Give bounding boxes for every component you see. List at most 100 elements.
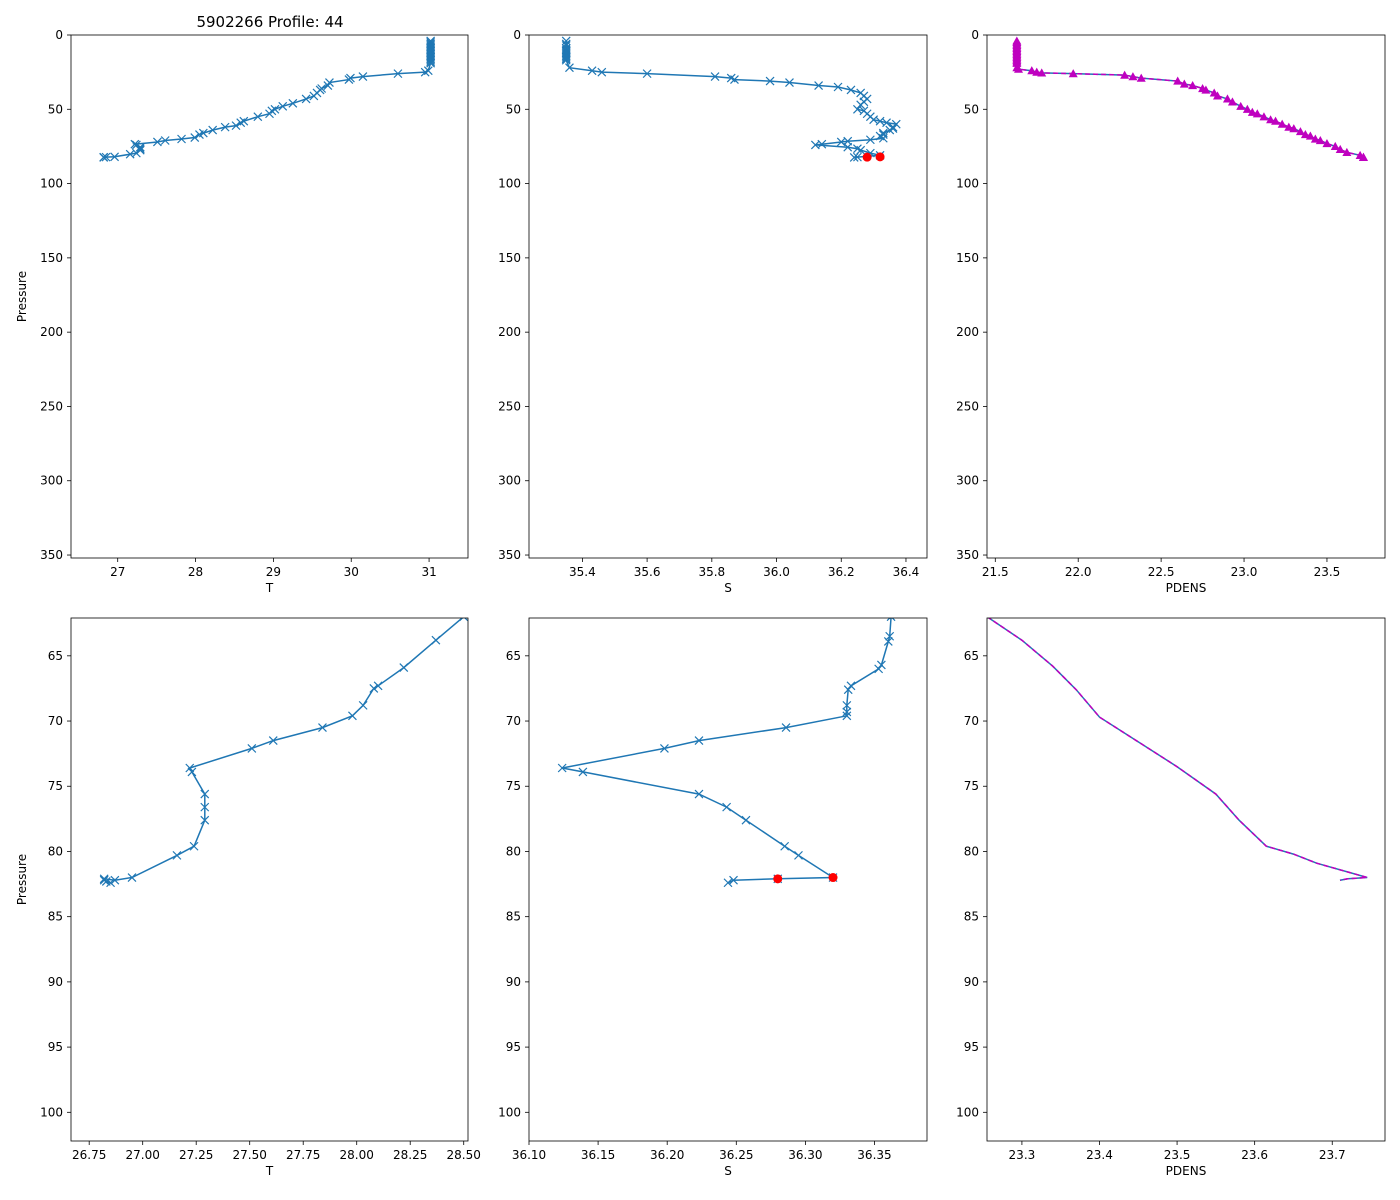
t-zoom-ytick-label: 75: [48, 779, 63, 793]
s-full-ytick-label: 200: [498, 325, 521, 339]
s-full-data-point: [849, 153, 859, 162]
t-zoom-data-point: [110, 875, 120, 885]
pdens-full-data-point: [1315, 135, 1325, 145]
s-zoom-data-point: [874, 664, 884, 674]
s-full-data-point: [561, 36, 571, 46]
pdens-full-plot-area: [1012, 36, 1368, 162]
t-full-xtick-label: 28: [188, 565, 203, 579]
s-zoom-xtick-label: 36.30: [788, 1148, 822, 1162]
s-zoom-data-point: [843, 685, 853, 695]
pdens-full-xtick-label: 21.5: [982, 565, 1009, 579]
t-zoom-xtick-label: 27.50: [233, 1148, 267, 1162]
t-full-ytick-label: 100: [40, 177, 63, 191]
s-zoom-ytick-label: 65: [506, 649, 521, 663]
t-full-xtick-label: 29: [266, 565, 281, 579]
pdens-full-data-point: [1213, 91, 1223, 100]
t-zoom-ytick-label: 85: [48, 910, 63, 924]
pdens-full-xlabel: PDENS: [1166, 581, 1207, 595]
pdens-full-ytick-label: 300: [956, 474, 979, 488]
t-zoom-data-point: [200, 789, 210, 799]
s-full-flagged-point: [875, 152, 885, 162]
s-zoom-frame: [528, 617, 928, 1142]
pdens-full-data-point: [1188, 81, 1198, 90]
s-full-data-point: [885, 125, 895, 135]
t-full-xlabel: T: [265, 581, 274, 595]
t-full-ylabel: Pressure: [15, 271, 29, 322]
t-zoom-data-point: [348, 711, 357, 721]
t-full-data-point: [177, 134, 186, 144]
pdens-full-data-point: [1236, 101, 1246, 110]
s-full-data-point: [785, 78, 794, 87]
pdens-zoom-ytick-label: 80: [964, 844, 979, 858]
pdens-full-data-point: [1295, 127, 1305, 136]
t-zoom-xlabel: T: [265, 1164, 274, 1178]
t-zoom-data-point: [431, 635, 441, 645]
t-zoom-xtick-label: 28.50: [447, 1148, 481, 1162]
s-zoom-xtick-label: 36.35: [857, 1148, 891, 1162]
pdens-zoom-ytick-label: 90: [964, 975, 979, 989]
s-full-data-point: [730, 75, 739, 84]
pdens-full-xtick-label: 23.5: [1314, 565, 1341, 579]
pdens-zoom-xtick-label: 23.5: [1164, 1148, 1191, 1162]
t-full-ytick-label: 0: [55, 28, 63, 42]
t-full-data-point: [195, 130, 204, 139]
s-full-ytick-label: 300: [498, 474, 521, 488]
s-full-data-point: [561, 54, 571, 64]
t-zoom-data-point: [369, 684, 379, 693]
pdens-full-ytick-label: 150: [956, 251, 979, 265]
s-full-data-point: [561, 55, 571, 65]
s-zoom-data-point: [557, 763, 567, 773]
t-full-ytick-label: 250: [40, 399, 63, 413]
t-full-axes: 27 28 29 30 31 0 50 100 150 200 250 300 350 T Pressure: [15, 28, 469, 595]
s-zoom-data-point: [842, 700, 852, 710]
pdens-full-data-point: [1266, 115, 1276, 124]
pdens-full-xtick-label: 22.0: [1065, 565, 1092, 579]
s-full-data-point: [561, 52, 571, 62]
t-zoom-xtick-label: 27.25: [179, 1148, 213, 1162]
pdens-full-data-point: [1068, 69, 1078, 78]
s-full-data-point: [561, 51, 571, 61]
s-full-data-point: [597, 67, 607, 77]
s-full-data-point: [878, 133, 888, 143]
pdens-full-data-point: [1271, 116, 1281, 125]
s-full-data-point: [843, 142, 853, 152]
pdens-zoom-xtick-label: 23.7: [1319, 1148, 1346, 1162]
t-full-data-point: [152, 137, 162, 147]
t-full-data-point: [135, 142, 145, 152]
t-full-data-point: [393, 69, 403, 79]
s-zoom-data-point: [883, 637, 893, 646]
t-zoom-data-point: [106, 878, 116, 888]
t-full-ytick-label: 50: [48, 102, 63, 116]
pdens-full-data-point: [1342, 147, 1352, 156]
t-full-data-point: [426, 55, 436, 65]
t-zoom-xtick-label: 26.75: [72, 1148, 106, 1162]
pdens-zoom-axes: 23.3 23.4 23.5 23.6 23.7 65 70 75 80 85 90 95 100 PDE…: [956, 617, 1386, 1178]
t-full-ytick-label: 350: [40, 548, 63, 562]
pdens-zoom-xtick-label: 23.6: [1241, 1148, 1268, 1162]
pdens-full-data-point: [1277, 119, 1287, 128]
pdens-full-data-point: [1201, 85, 1211, 94]
s-zoom-ytick-label: 100: [498, 1105, 521, 1119]
t-zoom-data-point: [99, 875, 109, 885]
s-full-xtick-label: 36.2: [828, 565, 855, 579]
pdens-full-data-point: [1120, 70, 1130, 79]
t-zoom-data-point: [373, 681, 383, 691]
s-zoom-data-point: [722, 802, 732, 812]
t-full-data-point: [344, 75, 354, 84]
s-zoom-data-point: [876, 660, 886, 670]
t-full-data-point: [426, 58, 436, 68]
s-zoom-data-point: [780, 841, 790, 851]
s-full-frame: [528, 34, 928, 559]
pdens-zoom-frame: [986, 617, 1386, 1142]
s-zoom-data-point: [846, 681, 856, 691]
t-zoom-ytick-label: 90: [48, 975, 63, 989]
t-full-data-point: [309, 91, 319, 101]
t-full-ytick-label: 150: [40, 251, 63, 265]
s-full-ytick-label: 50: [506, 102, 521, 116]
pdens-zoom-ytick-label: 85: [964, 910, 979, 924]
pdens-full-data-point: [1128, 72, 1138, 81]
s-full-xtick-label: 35.6: [634, 565, 661, 579]
s-full-data-point: [565, 63, 574, 73]
s-full-ytick-label: 350: [498, 548, 521, 562]
